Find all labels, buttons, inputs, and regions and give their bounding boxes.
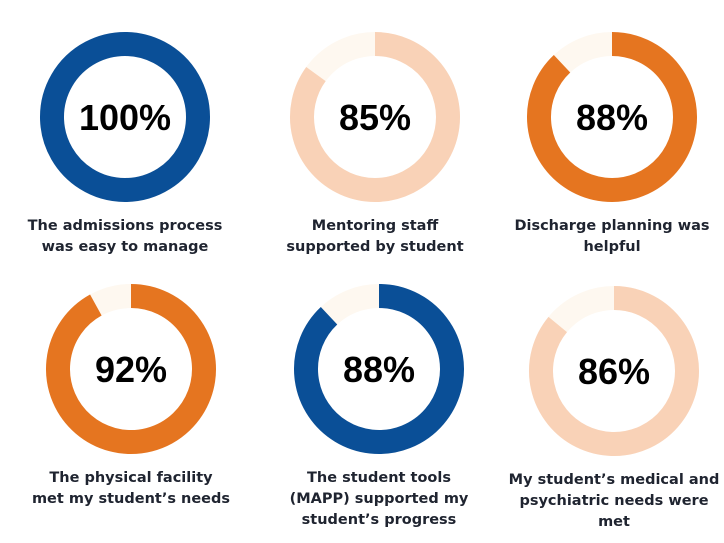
donut-chart: 88%: [527, 32, 697, 202]
donut-arc: [290, 32, 460, 202]
donut-panel-student-tools: 88% The student tools (MAPP) supported m…: [264, 274, 494, 534]
caption-line: The physical facility: [49, 470, 213, 486]
donut-percent-label: 100%: [79, 97, 171, 138]
caption-line: was easy to manage: [41, 239, 209, 255]
caption-line: student’s progress: [301, 512, 457, 528]
caption-line: Mentoring staff: [311, 218, 439, 234]
donut-arc: [529, 286, 699, 456]
caption-line: helpful: [583, 239, 641, 255]
donut-panel-admissions: 100% The admissions process was easy to …: [10, 22, 240, 282]
caption-line: Discharge planning was: [514, 218, 710, 234]
caption-line: (MAPP) supported my: [289, 491, 469, 507]
caption-line: My student’s medical and: [508, 472, 720, 488]
donut-chart: 88%: [294, 284, 464, 454]
donut-arc: [40, 32, 210, 202]
donut-percent-label: 92%: [95, 349, 167, 390]
donut-caption: The admissions process was easy to manag…: [10, 216, 240, 258]
donut-caption: Discharge planning was helpful: [497, 216, 724, 258]
donut-panel-mentoring: 85% Mentoring staff supported by student: [260, 22, 490, 282]
caption-line: The student tools: [307, 470, 451, 486]
donut-arc: [46, 284, 216, 454]
donut-panel-discharge: 88% Discharge planning was helpful: [497, 22, 724, 282]
caption-line: met: [598, 514, 630, 530]
donut-arc: [294, 284, 464, 454]
donut-chart: 86%: [529, 286, 699, 456]
donut-chart: 100%: [40, 32, 210, 202]
donut-panel-facility: 92% The physical facility met my student…: [16, 274, 246, 534]
donut-caption: The physical facility met my student’s n…: [16, 468, 246, 510]
caption-line: The admissions process: [27, 218, 223, 234]
donut-percent-label: 86%: [578, 351, 650, 392]
donut-percent-label: 88%: [576, 97, 648, 138]
donut-chart: 92%: [46, 284, 216, 454]
donut-chart: 85%: [290, 32, 460, 202]
donut-arc: [527, 32, 697, 202]
donut-panel-medical-needs: 86% My student’s medical and psychiatric…: [499, 276, 724, 536]
donut-percent-label: 88%: [343, 349, 415, 390]
caption-line: supported by student: [286, 239, 464, 255]
donut-caption: My student’s medical and psychiatric nee…: [499, 470, 724, 533]
donut-caption: The student tools (MAPP) supported my st…: [264, 468, 494, 531]
donut-caption: Mentoring staff supported by student: [260, 216, 490, 258]
donut-percent-label: 85%: [339, 97, 411, 138]
caption-line: met my student’s needs: [31, 491, 231, 507]
caption-line: psychiatric needs were: [519, 493, 709, 509]
